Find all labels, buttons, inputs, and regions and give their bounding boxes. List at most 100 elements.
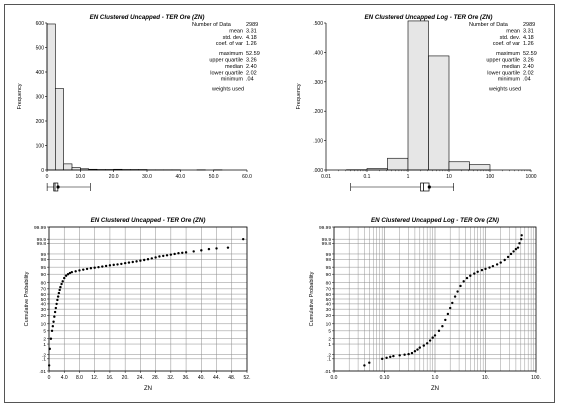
x-tick-label: 0.10 (380, 375, 390, 381)
data-point (516, 246, 520, 249)
data-point (407, 352, 410, 356)
data-point (449, 306, 452, 310)
stat-value: 2.02 (246, 70, 257, 76)
data-point (78, 269, 81, 272)
histogram-bar (387, 157, 409, 171)
data-point (518, 242, 521, 245)
data-point (58, 288, 61, 292)
x-tick-label: 20. (122, 375, 129, 381)
stat-value: 2.40 (523, 64, 534, 70)
data-point (431, 336, 434, 339)
x-tick-label: 100 (486, 174, 495, 180)
y-tick-label: 90 (41, 272, 47, 278)
x-tick-label: 0 (48, 375, 51, 381)
chart-title: EN Clustered Uncapped - TER Ore (ZN) (90, 14, 205, 21)
data-point (53, 310, 57, 314)
y-axis-label: Frequency (296, 83, 302, 109)
stat-label: median (225, 64, 243, 70)
y-tick-label: 99 (41, 252, 47, 258)
y-tick-label: 300 (36, 95, 45, 101)
boxplot-mean (427, 185, 431, 189)
data-point (499, 261, 502, 264)
histogram-bar (428, 55, 450, 171)
y-tick-label: 70 (326, 287, 332, 293)
histogram-bar (469, 164, 491, 171)
x-tick-label: 10. (482, 375, 489, 381)
y-tick-label: 200 (36, 119, 45, 125)
data-point (512, 250, 515, 253)
data-point (456, 290, 459, 293)
data-point (503, 258, 506, 262)
data-point (127, 261, 131, 264)
y-tick-label: 40 (41, 302, 47, 308)
prob_log-group: .01.1.212510203040506070809095989999.899… (309, 217, 541, 392)
data-point (363, 364, 366, 367)
data-point (441, 325, 444, 328)
y-axis-label: Cumulative Probability (24, 271, 30, 326)
stat-value: 3.26 (246, 58, 257, 64)
data-point (104, 264, 108, 268)
y-tick-label: 20 (326, 313, 332, 319)
y-tick-label: 99.8 (322, 241, 332, 247)
stat-label: coef. of var (493, 41, 520, 47)
data-point (380, 357, 384, 361)
y-tick-label: .300 (313, 80, 323, 86)
y-tick-label: 400 (36, 70, 45, 76)
y-tick-label: 98 (41, 257, 47, 263)
stat-label: upper quartile (486, 58, 520, 64)
data-point (177, 252, 180, 255)
data-point (61, 280, 64, 283)
y-tick-label: 99.99 (34, 225, 46, 231)
y-tick-label: 99 (326, 252, 332, 258)
data-point (108, 264, 112, 267)
data-point (200, 249, 203, 252)
plot-frame (48, 226, 248, 372)
data-point (520, 234, 523, 237)
stat-label: minimum (498, 77, 521, 83)
data-point (101, 265, 104, 268)
data-point (74, 270, 77, 273)
x-tick-label: 16. (106, 375, 113, 381)
stat-value: 1.26 (523, 41, 534, 47)
histogram-bar (71, 167, 81, 171)
y-tick-label: 1 (43, 342, 46, 348)
data-point (410, 351, 414, 355)
data-point (413, 350, 417, 353)
x-tick-label: 44. (213, 375, 220, 381)
stat-label: std. dev. (500, 35, 521, 41)
data-point (97, 265, 100, 269)
y-tick-label: 99.99 (319, 225, 331, 231)
x-tick-label: 10.0 (75, 174, 85, 180)
y-tick-label: 0 (41, 168, 44, 174)
data-point (215, 247, 218, 250)
y-tick-label: 30 (41, 307, 47, 313)
stat-label: weights used (488, 87, 521, 93)
data-point (469, 274, 472, 277)
x-tick-label: 36. (183, 375, 190, 381)
boxplot-mean (56, 185, 60, 189)
y-tick-label: .2 (42, 353, 46, 359)
y-tick-label: .100 (313, 139, 323, 145)
prob_lin-group: .01.1.212510203040506070809095989999.899… (24, 217, 250, 392)
y-tick-label: 20 (41, 313, 47, 319)
x-tick-label: 24. (137, 375, 144, 381)
y-tick-label: 2 (43, 337, 46, 343)
data-point (459, 284, 462, 288)
y-tick-label: 600 (36, 21, 45, 27)
y-tick-label: 99.9 (37, 237, 47, 243)
data-point (135, 260, 138, 263)
y-tick-label: 80 (41, 281, 47, 287)
x-tick-label: 40. (198, 375, 205, 381)
data-point (55, 302, 58, 306)
data-point (451, 301, 454, 305)
hist_lin-group: 0 100 200 300 400 500 600 0 10.0 20.0 30.0 40.0 50.0… (17, 14, 260, 192)
x-axis-label: ZN (144, 386, 152, 392)
data-point (112, 263, 115, 267)
data-point (49, 337, 53, 340)
x-tick-label: 0.1 (364, 174, 371, 180)
data-point (116, 263, 119, 266)
y-tick-label: 10 (326, 322, 332, 328)
data-point (226, 246, 230, 249)
data-point (392, 354, 395, 358)
